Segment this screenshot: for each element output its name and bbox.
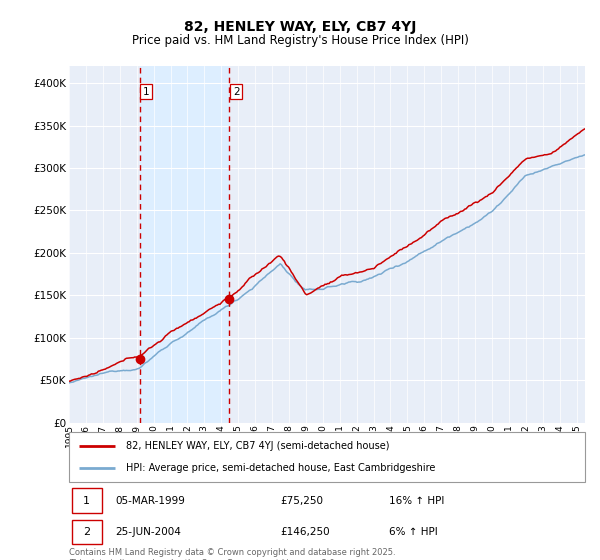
Text: £75,250: £75,250: [281, 496, 323, 506]
Text: 25-JUN-2004: 25-JUN-2004: [115, 527, 181, 537]
Text: 6% ↑ HPI: 6% ↑ HPI: [389, 527, 437, 537]
Text: HPI: Average price, semi-detached house, East Cambridgeshire: HPI: Average price, semi-detached house,…: [126, 463, 435, 473]
Text: 2: 2: [233, 87, 239, 96]
Bar: [140, 66, 229, 423]
Text: 05-MAR-1999: 05-MAR-1999: [115, 496, 185, 506]
Text: Price paid vs. HM Land Registry's House Price Index (HPI): Price paid vs. HM Land Registry's House …: [131, 34, 469, 46]
Text: £146,250: £146,250: [281, 527, 330, 537]
Text: 16% ↑ HPI: 16% ↑ HPI: [389, 496, 444, 506]
Text: 2: 2: [83, 527, 90, 537]
FancyBboxPatch shape: [71, 488, 101, 513]
FancyBboxPatch shape: [71, 520, 101, 544]
Text: 1: 1: [83, 496, 90, 506]
FancyBboxPatch shape: [69, 432, 585, 482]
Text: Contains HM Land Registry data © Crown copyright and database right 2025.
This d: Contains HM Land Registry data © Crown c…: [69, 548, 395, 560]
Text: 1: 1: [143, 87, 149, 96]
Text: 82, HENLEY WAY, ELY, CB7 4YJ (semi-detached house): 82, HENLEY WAY, ELY, CB7 4YJ (semi-detac…: [126, 441, 389, 451]
Text: 82, HENLEY WAY, ELY, CB7 4YJ: 82, HENLEY WAY, ELY, CB7 4YJ: [184, 20, 416, 34]
